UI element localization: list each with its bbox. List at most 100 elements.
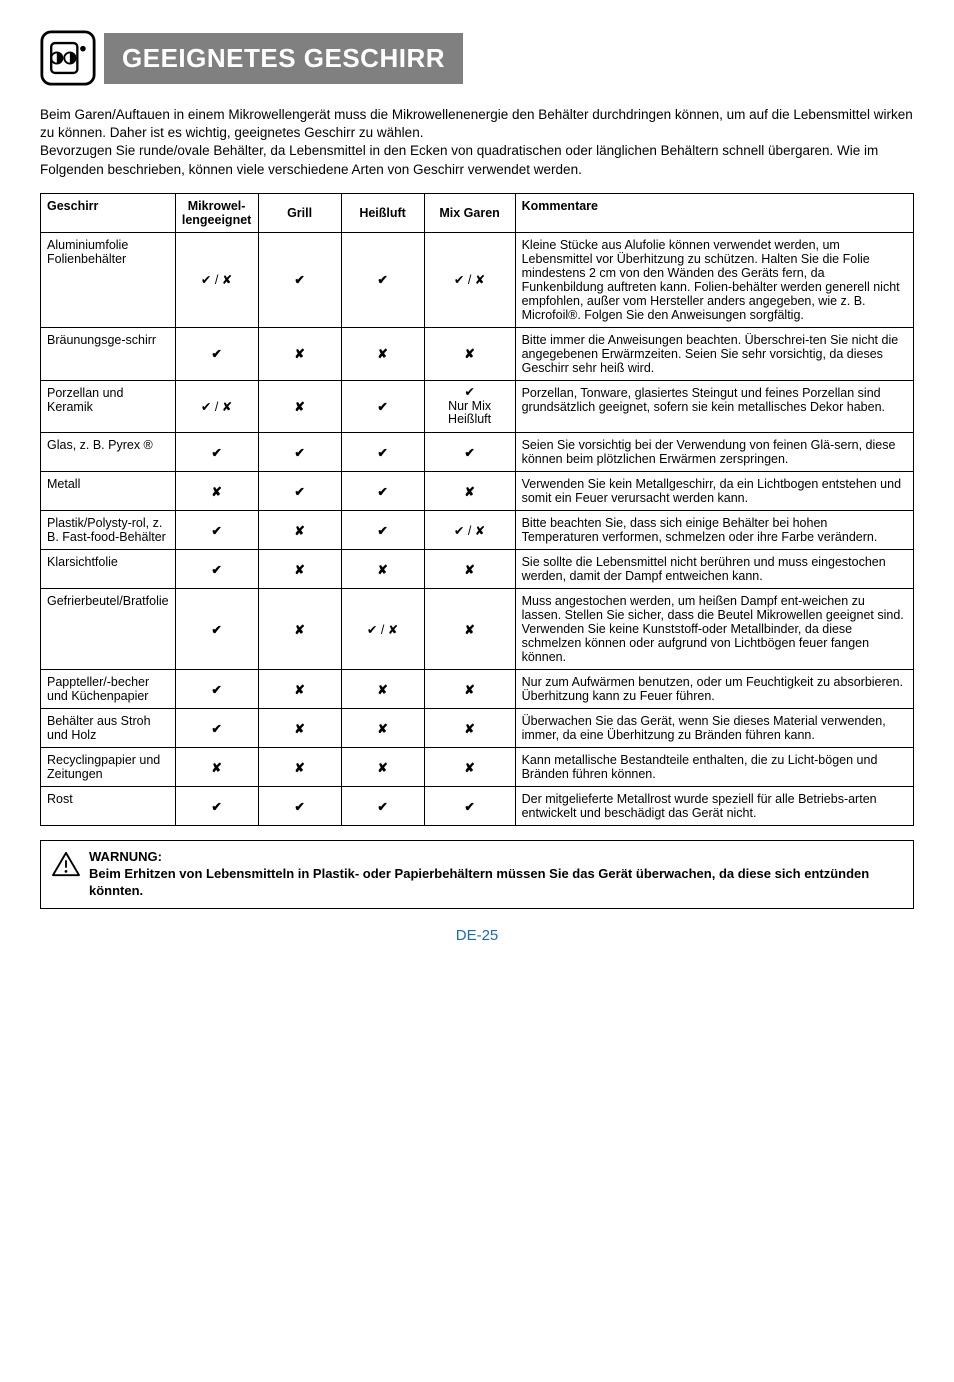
cell-comment: Nur zum Aufwärmen benutzen, oder um Feuc… (515, 670, 913, 709)
cell-name: Porzellan und Keramik (41, 380, 176, 432)
oven-icon (40, 30, 96, 86)
cell-name: Plastik/Polysty-rol, z. B. Fast-food-Beh… (41, 511, 176, 550)
cell-mikro: ✔ (175, 327, 258, 380)
cell-mix: ✘ (424, 709, 515, 748)
cell-mikro: ✔ (175, 550, 258, 589)
cell-comment: Verwenden Sie kein Metallgeschirr, da ei… (515, 472, 913, 511)
table-row: Behälter aus Stroh und Holz✔✘✘✘Überwache… (41, 709, 914, 748)
cell-mix: ✘ (424, 327, 515, 380)
cell-mikro: ✔ (175, 589, 258, 670)
cell-mix: ✘ (424, 670, 515, 709)
cell-grill: ✔ (258, 232, 341, 327)
cell-grill: ✘ (258, 550, 341, 589)
cell-mix: ✔ (424, 433, 515, 472)
page-title: GEEIGNETES GESCHIRR (104, 33, 463, 84)
cell-name: Recyclingpapier und Zeitungen (41, 748, 176, 787)
cell-mikro: ✔ (175, 670, 258, 709)
cell-mikro: ✔ (175, 709, 258, 748)
cell-grill: ✘ (258, 670, 341, 709)
cell-grill: ✘ (258, 589, 341, 670)
th-geschirr: Geschirr (41, 193, 176, 232)
table-header-row: Geschirr Mikrowel-lengeeignet Grill Heiß… (41, 193, 914, 232)
cell-mikro: ✔ / ✘ (175, 232, 258, 327)
table-row: Recyclingpapier und Zeitungen✘✘✘✘Kann me… (41, 748, 914, 787)
table-row: Plastik/Polysty-rol, z. B. Fast-food-Beh… (41, 511, 914, 550)
cell-comment: Der mitgelieferte Metallrost wurde spezi… (515, 787, 913, 826)
cell-comment: Sie sollte die Lebensmittel nicht berühr… (515, 550, 913, 589)
cell-name: Gefrierbeutel/Bratfolie (41, 589, 176, 670)
cell-mikro: ✔ (175, 787, 258, 826)
cell-heissluft: ✘ (341, 748, 424, 787)
table-row: Klarsichtfolie✔✘✘✘Sie sollte die Lebensm… (41, 550, 914, 589)
cell-mix: ✘ (424, 550, 515, 589)
cell-mix: ✘ (424, 472, 515, 511)
cell-name: Glas, z. B. Pyrex ® (41, 433, 176, 472)
th-heissluft: Heißluft (341, 193, 424, 232)
th-kommentare: Kommentare (515, 193, 913, 232)
table-row: Pappteller/-becher und Küchenpapier✔✘✘✘N… (41, 670, 914, 709)
cell-heissluft: ✔ (341, 380, 424, 432)
table-row: Bräunungsge-schirr✔✘✘✘Bitte immer die An… (41, 327, 914, 380)
cell-name: Rost (41, 787, 176, 826)
cell-heissluft: ✔ (341, 232, 424, 327)
cell-grill: ✘ (258, 511, 341, 550)
header: GEEIGNETES GESCHIRR (40, 30, 914, 86)
th-mikro: Mikrowel-lengeeignet (175, 193, 258, 232)
cell-comment: Bitte beachten Sie, dass sich einige Beh… (515, 511, 913, 550)
cell-mix: ✔Nur MixHeißluft (424, 380, 515, 432)
cell-comment: Porzellan, Tonware, glasiertes Steingut … (515, 380, 913, 432)
table-row: Aluminiumfolie Folienbehälter✔ / ✘✔✔✔ / … (41, 232, 914, 327)
cell-name: Klarsichtfolie (41, 550, 176, 589)
cell-heissluft: ✔ (341, 472, 424, 511)
page-number: DE-25 (40, 927, 914, 944)
cell-mix: ✘ (424, 748, 515, 787)
cell-heissluft: ✔ / ✘ (341, 589, 424, 670)
cell-mix: ✔ / ✘ (424, 511, 515, 550)
warning-text-container: WARNUNG: Beim Erhitzen von Lebensmitteln… (89, 849, 903, 900)
cell-name: Aluminiumfolie Folienbehälter (41, 232, 176, 327)
cell-comment: Kann metallische Bestandteile enthalten,… (515, 748, 913, 787)
cell-mikro: ✘ (175, 748, 258, 787)
warning-body: Beim Erhitzen von Lebensmitteln in Plast… (89, 866, 869, 898)
cell-grill: ✘ (258, 709, 341, 748)
warning-box: WARNUNG: Beim Erhitzen von Lebensmitteln… (40, 840, 914, 909)
table-row: Metall✘✔✔✘Verwenden Sie kein Metallgesch… (41, 472, 914, 511)
th-grill: Grill (258, 193, 341, 232)
cell-mikro: ✔ (175, 511, 258, 550)
warning-triangle-icon (51, 851, 81, 877)
cell-grill: ✘ (258, 380, 341, 432)
table-row: Rost✔✔✔✔Der mitgelieferte Metallrost wur… (41, 787, 914, 826)
cookware-table: Geschirr Mikrowel-lengeeignet Grill Heiß… (40, 193, 914, 826)
intro-p1: Beim Garen/Auftauen in einem Mikrowellen… (40, 107, 913, 140)
cell-mikro: ✔ / ✘ (175, 380, 258, 432)
cell-heissluft: ✘ (341, 670, 424, 709)
table-row: Glas, z. B. Pyrex ®✔✔✔✔Seien Sie vorsich… (41, 433, 914, 472)
cell-comment: Kleine Stücke aus Alufolie können verwen… (515, 232, 913, 327)
cell-heissluft: ✘ (341, 709, 424, 748)
cell-heissluft: ✔ (341, 511, 424, 550)
cell-heissluft: ✔ (341, 433, 424, 472)
cell-mikro: ✘ (175, 472, 258, 511)
cell-heissluft: ✔ (341, 787, 424, 826)
cell-grill: ✔ (258, 787, 341, 826)
cell-grill: ✔ (258, 433, 341, 472)
intro-p2: Bevorzugen Sie runde/ovale Behälter, da … (40, 143, 878, 176)
cell-mix: ✘ (424, 589, 515, 670)
cell-comment: Muss angestochen werden, um heißen Dampf… (515, 589, 913, 670)
cell-name: Metall (41, 472, 176, 511)
cell-mikro: ✔ (175, 433, 258, 472)
cell-grill: ✘ (258, 327, 341, 380)
cell-mix: ✔ (424, 787, 515, 826)
cell-grill: ✘ (258, 748, 341, 787)
cell-name: Pappteller/-becher und Küchenpapier (41, 670, 176, 709)
table-row: Gefrierbeutel/Bratfolie✔✘✔ / ✘✘Muss ange… (41, 589, 914, 670)
cell-name: Behälter aus Stroh und Holz (41, 709, 176, 748)
intro-text: Beim Garen/Auftauen in einem Mikrowellen… (40, 106, 914, 179)
warning-title: WARNUNG: (89, 849, 162, 864)
cell-mix: ✔ / ✘ (424, 232, 515, 327)
cell-heissluft: ✘ (341, 550, 424, 589)
cell-comment: Bitte immer die Anweisungen beachten. Üb… (515, 327, 913, 380)
cell-comment: Seien Sie vorsichtig bei der Verwendung … (515, 433, 913, 472)
cell-comment: Überwachen Sie das Gerät, wenn Sie diese… (515, 709, 913, 748)
cell-name: Bräunungsge-schirr (41, 327, 176, 380)
